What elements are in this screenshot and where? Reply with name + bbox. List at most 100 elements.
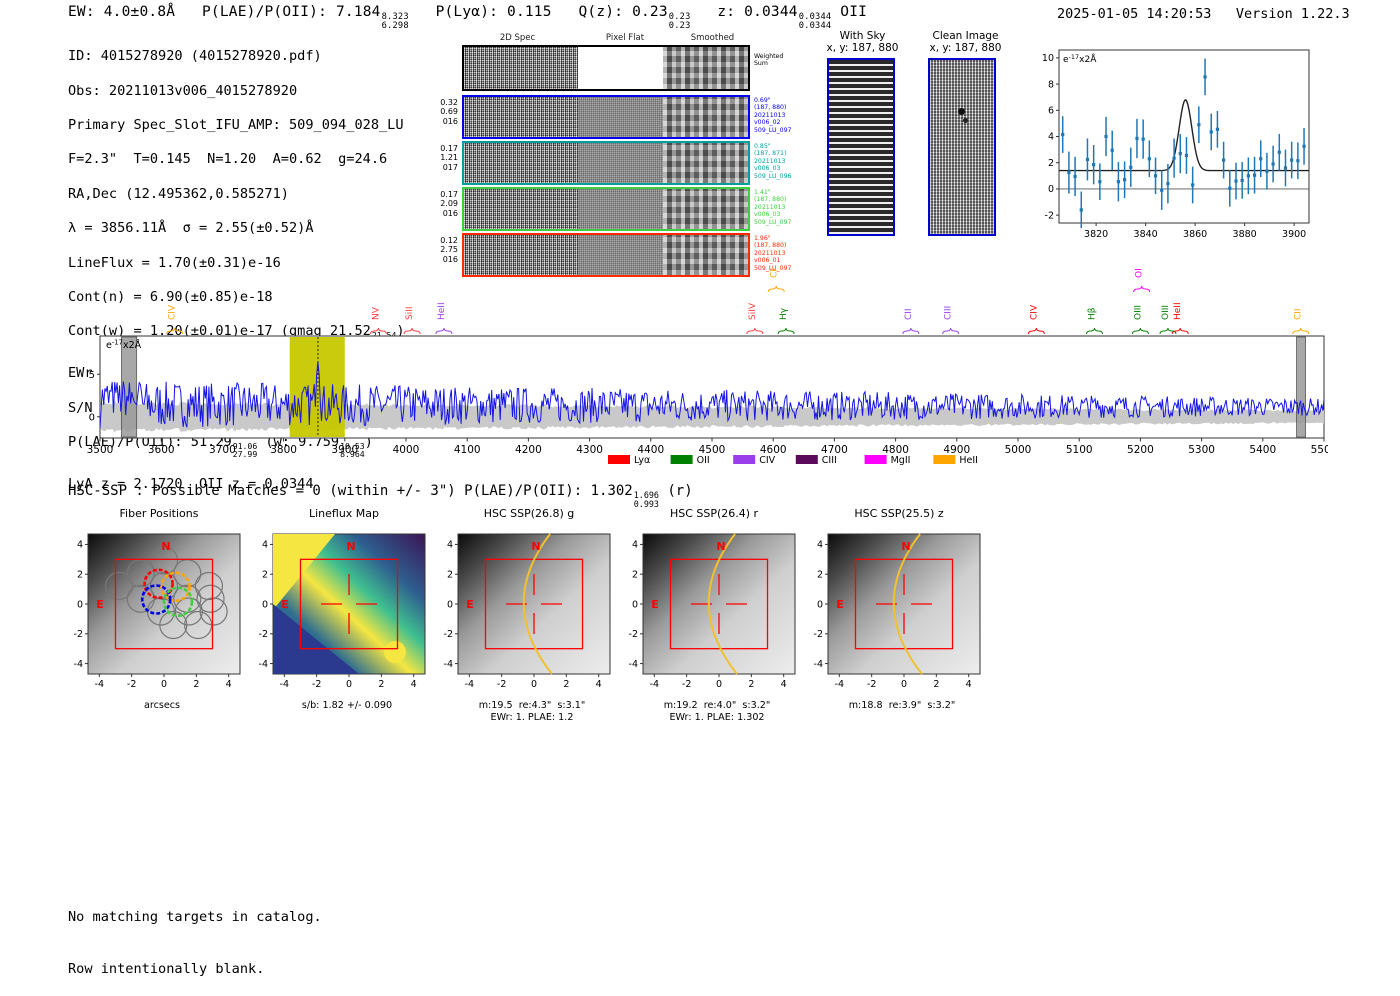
line-mark: CIV <box>1027 304 1045 335</box>
svg-text:4: 4 <box>632 540 638 551</box>
svg-text:5000: 5000 <box>1005 444 1032 456</box>
svg-text:Lyα: Lyα <box>634 455 650 466</box>
svg-text:4000: 4000 <box>393 444 420 456</box>
svg-text:4: 4 <box>411 679 417 690</box>
svg-text:4: 4 <box>1048 132 1054 143</box>
svg-text:HeII: HeII <box>1173 302 1183 320</box>
svg-text:MgII: MgII <box>891 455 911 466</box>
svg-text:E: E <box>651 598 659 611</box>
svg-text:0: 0 <box>447 599 453 610</box>
svg-text:2: 2 <box>1048 158 1054 169</box>
svg-text:SiII: SiII <box>405 306 415 320</box>
weighted-sum-panel <box>462 45 750 91</box>
svg-text:OIII: OIII <box>1161 305 1171 320</box>
svg-text:CIV: CIV <box>168 304 178 320</box>
spec2d-panels: 2D Spec Pixel Flat Smoothed Weighted Sum… <box>430 33 791 277</box>
line-mark: CIV <box>166 304 184 335</box>
svg-text:2: 2 <box>748 679 754 690</box>
svg-text:NV: NV <box>371 306 381 320</box>
svg-text:2: 2 <box>817 570 823 581</box>
svg-text:e-17x2Å: e-17x2Å <box>1063 53 1097 65</box>
svg-text:0: 0 <box>161 679 167 690</box>
svg-text:-4: -4 <box>280 679 289 690</box>
spectrum-legend: Lyα OII CIV CIII MgII HeII <box>608 455 978 466</box>
line-mark: OIII <box>1131 305 1149 335</box>
qz-hi: 0.23 <box>668 12 691 23</box>
qz-value: 0.23 <box>632 4 668 20</box>
svg-text:0: 0 <box>901 679 907 690</box>
svg-text:4400: 4400 <box>637 444 664 456</box>
svg-text:6: 6 <box>1048 105 1054 116</box>
svg-text:E: E <box>836 598 844 611</box>
col-title-2dspec: 2D Spec <box>499 33 536 43</box>
line-mark: CII <box>902 308 920 335</box>
svg-text:3800: 3800 <box>270 444 297 456</box>
svg-text:CIII: CIII <box>944 306 954 320</box>
svg-text:0: 0 <box>77 599 83 610</box>
svg-text:HeII: HeII <box>959 455 978 466</box>
info-line-z: LyA z = 2.1720 OII z = 0.0344 <box>68 475 314 492</box>
line-mark: Hβ <box>1086 307 1103 335</box>
qz-label: Q(z): <box>578 4 624 20</box>
svg-text:-4: -4 <box>465 679 474 690</box>
svg-text:0: 0 <box>632 599 638 610</box>
svg-text:-2: -2 <box>1045 210 1054 221</box>
z-lo: 0.0344 <box>798 20 832 31</box>
fiber-left-label: 0.12 2.75 016 <box>440 236 458 264</box>
svg-text:E: E <box>96 598 104 611</box>
svg-text:CII: CII <box>904 308 914 320</box>
z-value: 0.0344 <box>744 4 798 20</box>
svg-text:-2: -2 <box>444 629 453 640</box>
svg-text:E: E <box>281 598 289 611</box>
svg-text:3860: 3860 <box>1183 229 1207 240</box>
svg-text:-4: -4 <box>444 659 453 670</box>
svg-text:4100: 4100 <box>454 444 481 456</box>
line-mark: OII <box>1133 268 1151 293</box>
line-mark: CIII <box>767 268 785 293</box>
svg-text:3820: 3820 <box>1084 229 1108 240</box>
footer-line-2: Row intentionally blank. <box>68 961 265 978</box>
svg-text:2: 2 <box>563 679 569 690</box>
timestamp-version: 2025-01-05 14:20:53 Version 1.22.3 <box>1057 6 1350 22</box>
thumbnail-caption: m:19.5 re:4.3" s:3.1" EWr: 1. PLAE: 1.2 <box>478 700 586 723</box>
thumbnail-title: Lineflux Map <box>308 507 380 520</box>
info-plae-post: ) <box>364 433 373 450</box>
fiber-right-label: 1.96" (187, 880) 20211013 v006_01 509_LU… <box>754 235 792 272</box>
svg-text:4200: 4200 <box>515 444 542 456</box>
svg-text:4: 4 <box>966 679 972 690</box>
thumbnail-fibers: -4 -4 -2 -2 0 0 2 2 4 4 N E <box>74 533 241 690</box>
svg-text:0: 0 <box>531 679 537 690</box>
line-mark: NV <box>369 306 387 335</box>
thumbnail-title: Fiber Positions <box>119 507 199 520</box>
svg-text:4: 4 <box>447 540 453 551</box>
svg-text:N: N <box>716 540 725 553</box>
version-label: Version 1.22.3 <box>1235 6 1350 22</box>
svg-text:-2: -2 <box>127 679 136 690</box>
svg-text:2: 2 <box>378 679 384 690</box>
svg-text:-4: -4 <box>835 679 844 690</box>
svg-text:0: 0 <box>262 599 268 610</box>
svg-text:4500: 4500 <box>699 444 726 456</box>
info-line-lineflux: LineFlux = 1.70(±0.31)e-16 <box>68 254 281 271</box>
svg-text:3880: 3880 <box>1233 229 1257 240</box>
footer-note: No matching targets in catalog. Row inte… <box>68 874 322 996</box>
thumbnail-title: HSC SSP(26.4) r <box>669 507 759 520</box>
info-line-id: ID: 4015278920 (4015278920.pdf) <box>68 48 322 65</box>
svg-text:-4: -4 <box>259 659 268 670</box>
line-mark: CIII <box>942 306 960 335</box>
thumbnail-gray: -4 -4 -2 -2 0 0 2 2 4 4 N E <box>444 533 611 690</box>
svg-text:-2: -2 <box>629 629 638 640</box>
svg-text:-2: -2 <box>814 629 823 640</box>
line-mark: Hγ <box>777 307 795 335</box>
timestamp: 2025-01-05 14:20:53 <box>1057 6 1212 22</box>
fiber-panel <box>462 141 750 185</box>
info-plae-lo: 27.99 <box>232 449 258 460</box>
svg-text:CII: CII <box>1294 308 1304 320</box>
svg-text:-2: -2 <box>259 629 268 640</box>
thumbnail-caption: s/b: 1.82 +/- 0.090 <box>301 700 393 711</box>
svg-text:3700: 3700 <box>209 444 236 456</box>
thumbnail-caption: m:18.8 re:3.9" s:3.2" <box>848 700 956 711</box>
svg-text:4: 4 <box>817 540 823 551</box>
svg-text:HeII: HeII <box>437 302 447 320</box>
